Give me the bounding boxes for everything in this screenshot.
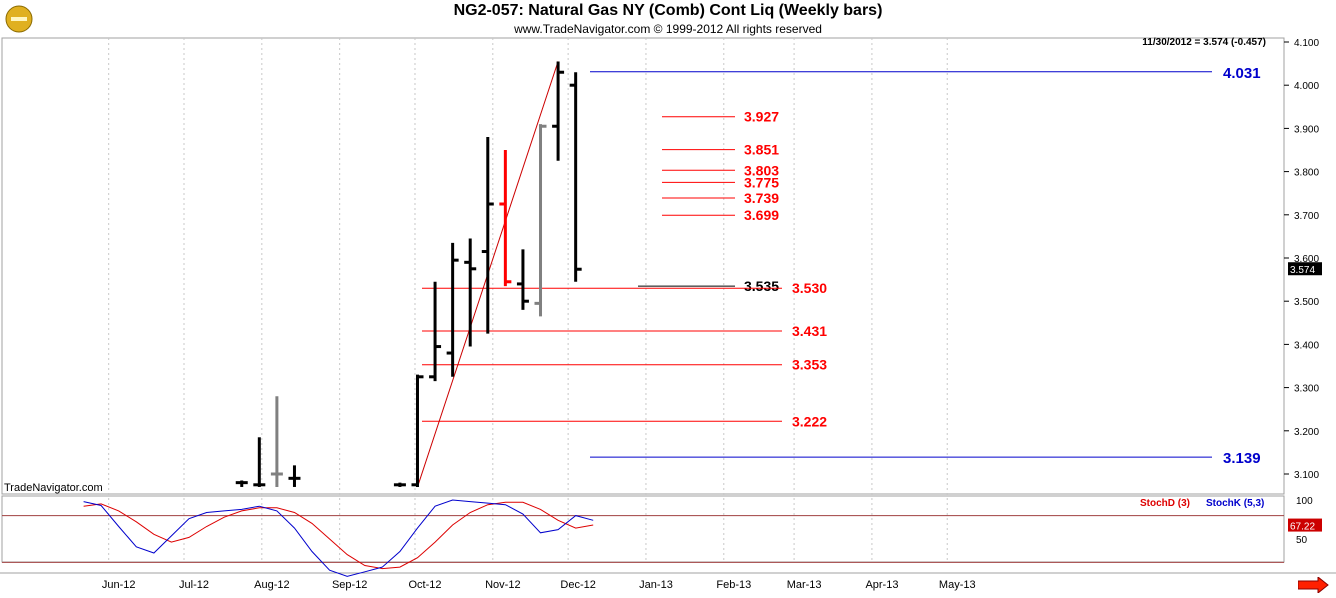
stoch-tick-label: 100	[1296, 496, 1313, 507]
month-tick-label: Jul-12	[179, 579, 209, 591]
month-tick-label: Feb-13	[716, 579, 751, 591]
fib-lower-label: 3.222	[792, 413, 827, 429]
fib-upper-label: 3.775	[744, 174, 779, 190]
fib-lower-label: 3.530	[792, 280, 827, 296]
stoch-last-label: 67.22	[1290, 522, 1315, 533]
month-tick-label: Oct-12	[409, 579, 442, 591]
watermark-label: TradeNavigator.com	[4, 482, 103, 494]
last-value-badge	[1288, 262, 1322, 276]
month-tick-label: Apr-13	[865, 579, 898, 591]
price-tick-label: 3.300	[1294, 384, 1319, 395]
month-tick-label: May-13	[939, 579, 976, 591]
fib-lower-label: 3.431	[792, 323, 827, 339]
fib-upper-label: 3.803	[744, 162, 779, 178]
month-tick-label: Nov-12	[485, 579, 520, 591]
last-value-label: 3.574	[1290, 265, 1315, 276]
month-tick-label: Jan-13	[639, 579, 673, 591]
fib-lower-label: 3.353	[792, 357, 827, 373]
price-tick-label: 4.100	[1294, 38, 1319, 49]
price-tick-label: 3.200	[1294, 427, 1319, 438]
blue-level-label: 4.031	[1223, 65, 1261, 82]
legend-stochk: StochK (5,3)	[1206, 498, 1264, 509]
month-tick-label: Dec-12	[560, 579, 595, 591]
price-tick-label: 3.700	[1294, 211, 1319, 222]
fib-black-label: 3.535	[744, 278, 779, 294]
stoch-series-line	[83, 501, 594, 570]
price-tick-label: 3.500	[1294, 297, 1319, 308]
month-tick-label: Aug-12	[254, 579, 289, 591]
month-tick-label: Jun-12	[102, 579, 136, 591]
month-tick-label: Mar-13	[787, 579, 822, 591]
copyright-subtitle: www.TradeNavigator.com © 1999-2012 All r…	[514, 22, 822, 36]
stoch-tick-label: 50	[1296, 535, 1308, 546]
stoch-last-badge	[1288, 518, 1322, 532]
price-tick-label: 3.800	[1294, 168, 1319, 179]
chart-title: NG2-057: Natural Gas NY (Comb) Cont Liq …	[453, 2, 883, 19]
blue-level-label: 3.139	[1223, 450, 1261, 467]
fib-upper-label: 3.927	[744, 109, 779, 125]
price-tick-label: 3.100	[1294, 470, 1319, 481]
trade-navigator-logo-icon	[4, 4, 34, 34]
price-tick-label: 4.000	[1294, 81, 1319, 92]
scroll-right-arrow-icon[interactable]	[1297, 575, 1330, 598]
fib-upper-label: 3.851	[744, 142, 779, 158]
price-tick-label: 3.400	[1294, 340, 1319, 351]
price-tick-label: 3.900	[1294, 124, 1319, 135]
fib-upper-label: 3.699	[744, 207, 779, 223]
month-tick-label: Sep-12	[332, 579, 367, 591]
stoch-series-line	[83, 499, 594, 577]
price-tick-label: 3.600	[1294, 254, 1319, 265]
stoch-panel-frame	[1, 495, 1285, 563]
legend-stochd: StochD (3)	[1140, 498, 1190, 509]
last-price-info: 11/30/2012 = 3.574 (-0.457)	[1142, 37, 1266, 48]
price-panel-frame	[1, 37, 1285, 495]
fib-upper-label: 3.739	[744, 190, 779, 206]
